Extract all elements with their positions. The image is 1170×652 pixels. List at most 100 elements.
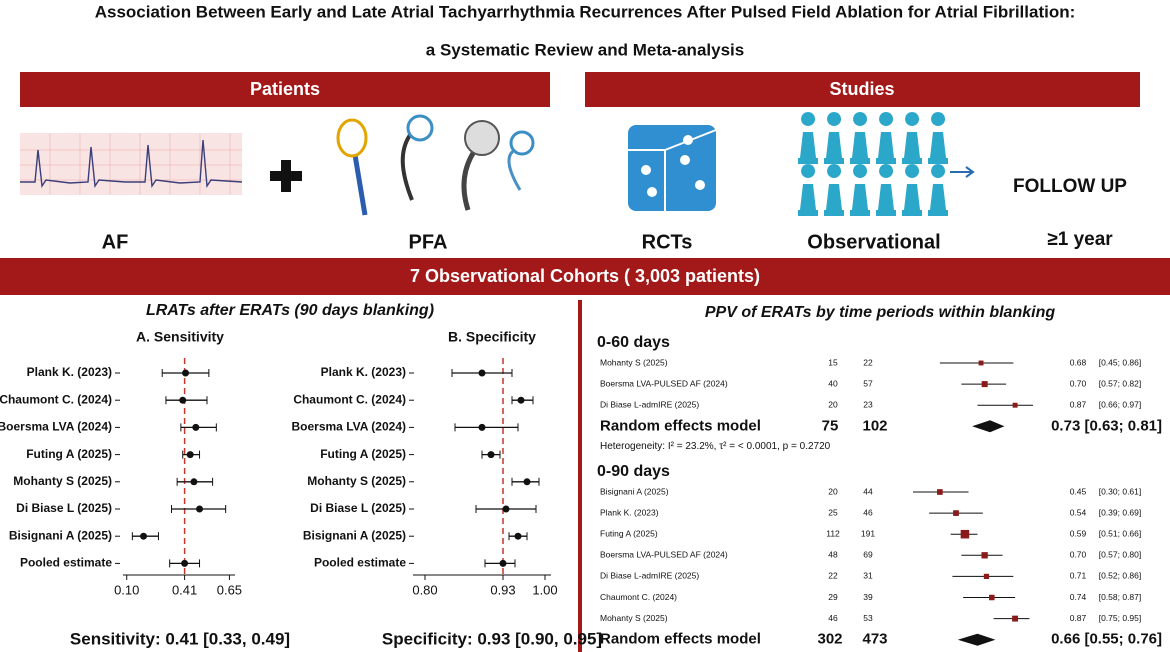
study-label: Bisignani A (2025) — [9, 528, 112, 542]
study-label: Di Biase L-admIRE (2025) — [600, 399, 699, 409]
study-label: Plank K. (2023) — [600, 507, 659, 517]
events: 48 — [828, 550, 838, 560]
study-label: Boersma LVA-PULSED AF (2024) — [600, 550, 728, 560]
estimate-square — [937, 489, 943, 495]
cohorts-banner — [0, 258, 1170, 295]
pooled-totals: 102 — [862, 417, 887, 434]
totals: 31 — [863, 571, 873, 581]
estimate-point — [502, 505, 510, 513]
pooled-totals: 473 — [862, 631, 887, 648]
pfa-label: PFA — [409, 231, 448, 253]
totals: 191 — [861, 528, 875, 538]
pawn — [850, 164, 870, 216]
estimate-point — [523, 478, 531, 486]
totals: 57 — [863, 378, 873, 388]
observational-label: Observational — [807, 231, 940, 253]
ci-label: [0.57; 0.80] — [1099, 550, 1142, 560]
value-label: 0.45 — [1070, 486, 1087, 496]
heterogeneity: Heterogeneity: I² = 23.2%, τ² = < 0.0001… — [600, 441, 831, 452]
totals: 39 — [863, 592, 873, 602]
pawn — [876, 164, 896, 216]
events: 46 — [828, 613, 838, 623]
totals: 23 — [863, 399, 873, 409]
title-line-2: a Systematic Review and Meta-analysis — [426, 40, 744, 59]
ci-label: [0.57; 0.82] — [1099, 378, 1142, 388]
right-title: PPV of ERATs by time periods within blan… — [705, 304, 1055, 321]
study-label: Futing A (2025) — [600, 528, 658, 538]
value-label: 0.70 — [1070, 550, 1087, 560]
value-label: 0.87 — [1070, 613, 1087, 623]
forest-title: B. Specificity — [448, 329, 536, 345]
estimate-point — [140, 532, 148, 540]
events: 40 — [828, 378, 838, 388]
study-label: Mohanty S (2025) — [600, 357, 668, 367]
plus-icon — [270, 160, 302, 192]
events: 29 — [828, 592, 838, 602]
estimate-point — [517, 396, 525, 404]
value-label: 0.71 — [1070, 571, 1087, 581]
catheter-icon — [336, 114, 535, 216]
study-label: Mohanty S (2025) — [307, 474, 406, 488]
pooled-diamond — [972, 420, 1005, 433]
ci-label: [0.39; 0.69] — [1099, 507, 1142, 517]
pawn — [902, 112, 922, 164]
study-label: Bisignani A (2025) — [303, 528, 406, 542]
arrow — [950, 166, 975, 178]
follow-up-duration: ≥1 year — [1047, 229, 1113, 250]
estimate-point — [478, 369, 486, 377]
events: 20 — [828, 399, 838, 409]
x-tick-label: 0.10 — [114, 582, 139, 597]
events: 20 — [828, 486, 838, 496]
estimate-point — [478, 423, 486, 431]
estimate-point — [499, 559, 507, 567]
left-title: LRATs after ERATs (90 days blanking) — [146, 302, 434, 319]
studies-banner — [585, 72, 1140, 107]
study-label: Pooled estimate — [20, 556, 112, 570]
ci-label: [0.75; 0.95] — [1099, 613, 1142, 623]
pawn — [902, 164, 922, 216]
pooled-events: 302 — [817, 631, 842, 648]
x-tick-label: 1.00 — [532, 582, 557, 597]
study-label: Plank K. (2023) — [321, 365, 406, 379]
study-label: Boersma LVA-PULSED AF (2024) — [600, 378, 728, 388]
events: 15 — [828, 357, 838, 367]
totals: 53 — [863, 613, 873, 623]
estimate-point — [182, 369, 190, 377]
estimate-point — [179, 396, 187, 404]
study-label: Di Biase L (2025) — [16, 501, 112, 515]
value-label: 0.54 — [1070, 507, 1087, 517]
value-label: 0.74 — [1070, 592, 1087, 602]
pooled-label: 0.66 [0.55; 0.76] — [1051, 631, 1162, 648]
ci-label: [0.66; 0.97] — [1099, 399, 1142, 409]
estimate-point — [514, 532, 522, 540]
events: 22 — [828, 571, 838, 581]
totals: 69 — [863, 550, 873, 560]
pooled-label: 0.73 [0.63; 0.81] — [1051, 417, 1162, 434]
value-label: 0.70 — [1070, 378, 1087, 388]
study-label: Chaumont C. (2024) — [0, 392, 112, 406]
ci-label: [0.52; 0.86] — [1099, 571, 1142, 581]
group-title: 0-60 days — [597, 334, 670, 351]
estimate-square — [953, 510, 959, 516]
estimate-square — [989, 594, 995, 601]
pooled-diamond — [957, 633, 996, 646]
pawns-icon — [798, 112, 948, 216]
estimate-square — [981, 552, 988, 559]
events: 25 — [828, 507, 838, 517]
totals: 22 — [863, 357, 873, 367]
study-label: Di Biase L (2025) — [310, 501, 406, 515]
estimate-square — [1012, 615, 1019, 622]
ecg-icon — [20, 133, 243, 195]
af-label: AF — [102, 231, 129, 253]
ci-label: [0.30; 0.61] — [1099, 486, 1142, 496]
x-tick-label: 0.93 — [490, 582, 515, 597]
estimate-square — [981, 381, 988, 388]
study-label: Chaumont C. (2024) — [600, 592, 677, 602]
dice-icon — [628, 125, 717, 211]
value-label: 0.87 — [1070, 399, 1087, 409]
study-label: Bisignani A (2025) — [600, 486, 669, 496]
study-label: Futing A (2025) — [320, 447, 406, 461]
patients-banner-text: Patients — [250, 79, 320, 99]
group-title: 0-90 days — [597, 463, 670, 480]
